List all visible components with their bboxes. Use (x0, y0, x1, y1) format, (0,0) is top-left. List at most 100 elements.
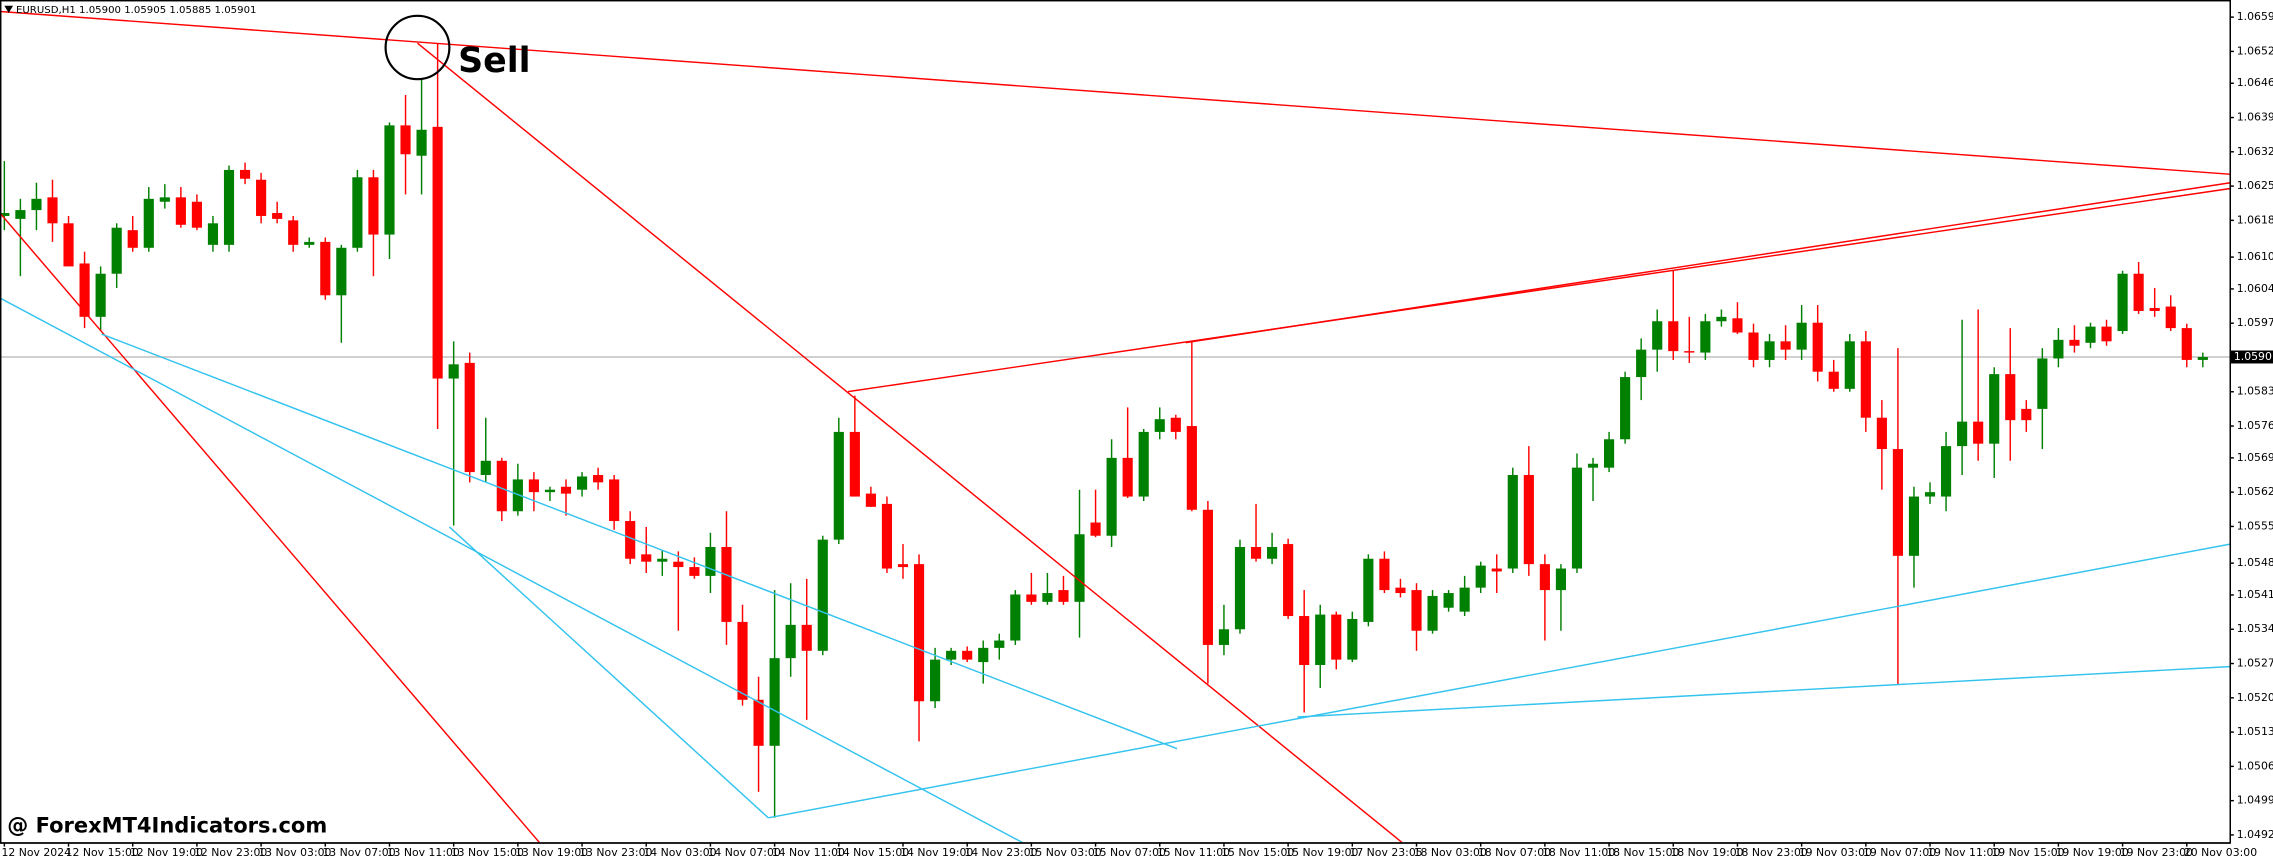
y-tick-label: 1.06040 (2237, 282, 2273, 295)
x-tick-label: 13 Nov 07:00 (322, 846, 395, 859)
current-price-label: 1.05901 (2234, 350, 2273, 363)
candle-body (288, 220, 299, 245)
y-tick-label: 1.05065 (2237, 759, 2273, 772)
candle-body (256, 179, 267, 216)
x-tick-label: 13 Nov 11:00 (387, 846, 460, 859)
candle-body (1363, 558, 1374, 622)
candle-body (2165, 306, 2176, 329)
y-tick-label: 1.05695 (2237, 451, 2273, 464)
candle-body (1010, 594, 1021, 641)
candle-body (576, 476, 588, 490)
x-tick-label: 18 Nov 23:00 (1735, 846, 1808, 859)
candle-body (785, 624, 796, 659)
candle-body (1652, 321, 1663, 350)
y-tick-label: 1.06595 (2237, 10, 2273, 23)
candle-body (1347, 618, 1358, 660)
candle-body (737, 621, 748, 700)
x-tick-label: 18 Nov 03:00 (1414, 846, 1487, 859)
candle-body (320, 241, 331, 296)
candle-body (15, 210, 26, 219)
candle-body (1058, 590, 1069, 602)
x-tick-label: 15 Nov 07:00 (1093, 846, 1166, 859)
x-tick-label: 12 Nov 2024 (1, 846, 71, 859)
x-tick-label: 13 Nov 03:00 (258, 846, 331, 859)
candle-body (1283, 544, 1294, 617)
candle-body (159, 197, 170, 202)
x-tick-label: 18 Nov 11:00 (1542, 846, 1615, 859)
trend-line (417, 42, 1403, 843)
trend-line (0, 10, 2230, 175)
candle-body (1668, 321, 1679, 352)
y-tick-label: 1.04925 (2237, 828, 2273, 841)
candle-body (1748, 332, 1759, 360)
candle-body (1106, 457, 1117, 536)
x-tick-label: 19 Nov 07:00 (1863, 846, 1936, 859)
sell-circle (384, 14, 451, 81)
candle-body (881, 503, 893, 569)
y-tick-label: 1.05480 (2237, 556, 2273, 569)
candle-body (1732, 318, 1743, 333)
symbol-info: EURUSD,H1 1.05900 1.05905 1.05885 1.0590… (16, 5, 257, 16)
candle-body (2149, 308, 2160, 311)
candle-body (913, 564, 925, 702)
candle-body (673, 561, 684, 568)
x-tick-label: 12 Nov 15:00 (66, 846, 139, 859)
candle-body (304, 241, 315, 245)
y-tick-label: 1.06460 (2237, 76, 2273, 89)
candle-body (1764, 341, 1775, 360)
y-tick-label: 1.06180 (2237, 213, 2273, 226)
x-tick-label: 13 Nov 23:00 (579, 846, 652, 859)
y-tick-label: 1.05970 (2237, 316, 2273, 329)
x-tick-label: 15 Nov 11:00 (1157, 846, 1230, 859)
candle-body (1154, 419, 1165, 432)
candle-body (1026, 594, 1037, 602)
candle-body (512, 479, 523, 512)
y-tick-label: 1.06250 (2237, 179, 2273, 192)
y-tick-label: 1.05415 (2237, 588, 2273, 601)
candle-body (560, 486, 572, 494)
candle-body (2133, 273, 2144, 311)
candle-body (849, 431, 860, 497)
candle-body (1973, 421, 1984, 444)
x-tick-label: 13 Nov 15:00 (451, 846, 524, 859)
candle-body (1315, 614, 1326, 666)
candle-body (1587, 463, 1599, 468)
candle-body (2197, 356, 2208, 360)
candle-body (689, 567, 700, 576)
candle-body (223, 169, 235, 245)
candle-body (79, 263, 90, 317)
trend-line (0, 212, 540, 843)
candle-body (609, 479, 620, 522)
candle-body (1924, 492, 1936, 497)
candle-body (400, 125, 411, 155)
candle-body (544, 489, 556, 493)
candle-body (994, 640, 1005, 648)
candle-body (272, 213, 283, 219)
candle-body (1090, 522, 1101, 536)
x-tick-label: 15 Nov 15:00 (1221, 846, 1294, 859)
candle-body (1491, 568, 1502, 572)
candle-body (1700, 321, 1711, 353)
x-tick-label: 19 Nov 23:00 (2120, 846, 2193, 859)
candle-body (127, 230, 138, 248)
candle-body (1186, 426, 1197, 510)
candle-body (769, 658, 780, 746)
candle-body (1555, 568, 1567, 591)
candle-body (336, 247, 347, 296)
candle-body (1218, 629, 1230, 645)
candle-body (1876, 417, 1887, 450)
candle-body (2085, 326, 2096, 343)
x-tick-label: 19 Nov 19:00 (2055, 846, 2128, 859)
candle-body (0, 213, 10, 216)
candle-body (721, 546, 732, 622)
y-tick-label: 1.04995 (2237, 794, 2273, 807)
watermark: @ ForexMT4Indicators.com (7, 813, 327, 837)
candle-body (1620, 377, 1631, 440)
candle-body (480, 460, 491, 476)
x-tick-label: 19 Nov 15:00 (1991, 846, 2064, 859)
x-tick-label: 19 Nov 03:00 (1799, 846, 1872, 859)
candle-body (1379, 558, 1390, 591)
trend-line (768, 543, 2230, 819)
